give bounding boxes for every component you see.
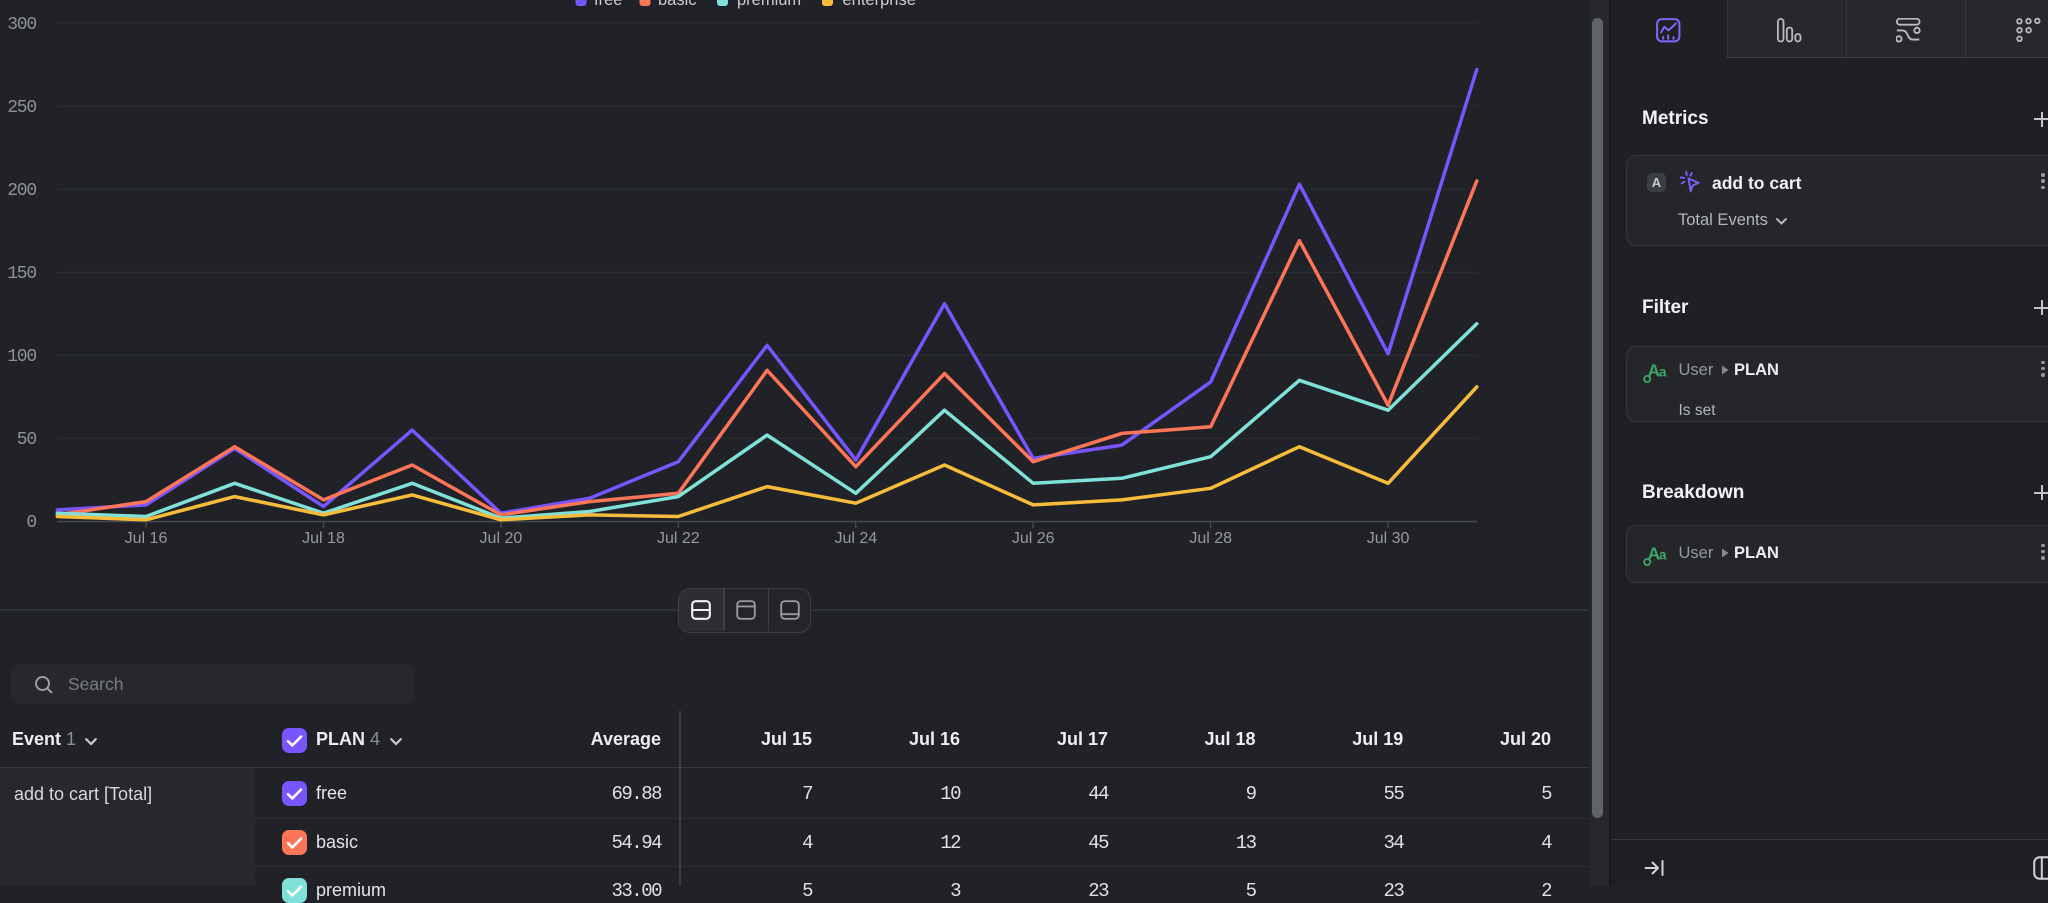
svg-text:50: 50 (17, 430, 37, 450)
svg-text:basic: basic (658, 0, 697, 9)
svg-text:Jul 26: Jul 26 (1012, 530, 1055, 547)
svg-text:Jul 22: Jul 22 (657, 530, 700, 547)
svg-text:Jul 16: Jul 16 (125, 530, 168, 547)
svg-text:Jul 28: Jul 28 (1189, 530, 1232, 547)
svg-text:Jul 30: Jul 30 (1367, 530, 1410, 547)
svg-text:free: free (594, 0, 622, 9)
svg-text:Jul 24: Jul 24 (834, 530, 877, 547)
svg-text:200: 200 (7, 181, 36, 201)
svg-text:250: 250 (7, 98, 36, 118)
svg-text:150: 150 (7, 264, 36, 284)
svg-text:premium: premium (737, 0, 801, 9)
svg-text:Jul 18: Jul 18 (302, 530, 345, 547)
svg-text:Jul 20: Jul 20 (480, 530, 523, 547)
svg-text:a: a (1659, 547, 1667, 562)
svg-text:a: a (1659, 364, 1667, 379)
svg-text:enterprise: enterprise (843, 0, 916, 9)
svg-text:300: 300 (7, 15, 36, 35)
svg-text:100: 100 (7, 347, 36, 367)
svg-text:0: 0 (26, 513, 36, 533)
